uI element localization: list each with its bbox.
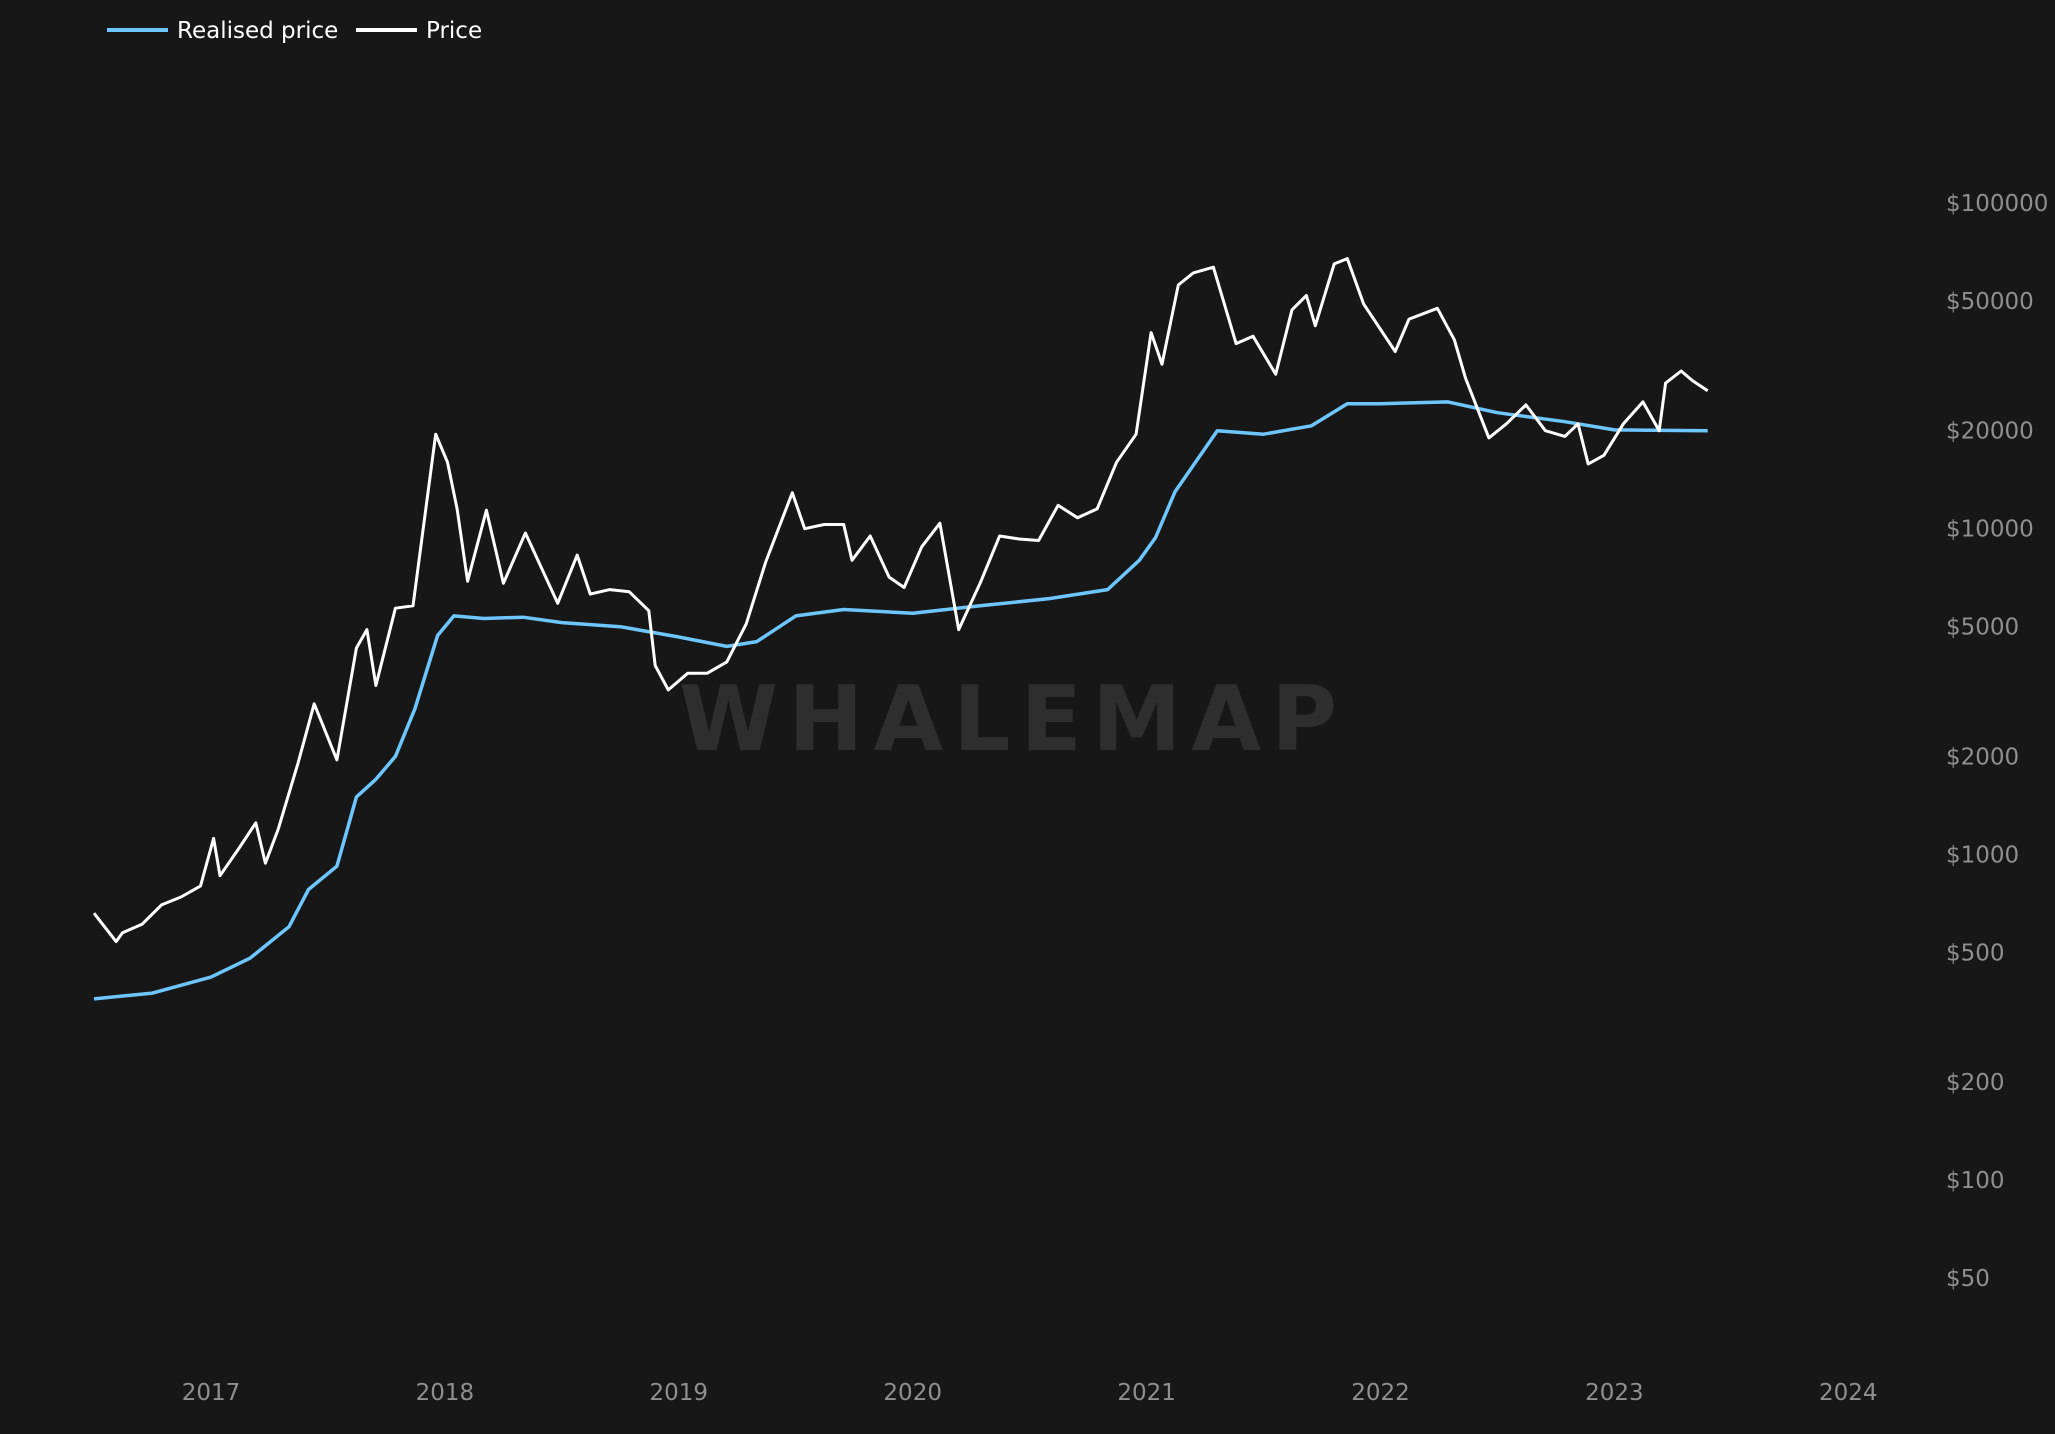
y-tick-label: $500: [1946, 940, 2005, 966]
x-tick-label: 2024: [1819, 1380, 1878, 1406]
y-tick-label: $10000: [1946, 517, 2034, 543]
x-tick-label: 2023: [1585, 1380, 1644, 1406]
series-lines: [92, 257, 1709, 1001]
x-tick-label: 2021: [1117, 1380, 1176, 1406]
x-tick-label: 2022: [1351, 1380, 1410, 1406]
x-tick-label: 2018: [416, 1380, 475, 1406]
y-tick-label: $20000: [1946, 419, 2034, 445]
y-axis-ticks: $100000 $50000 $20000 $10000 $5000 $2000 $1000…: [1946, 191, 2048, 1292]
y-tick-label: $100000: [1946, 191, 2048, 217]
series-line-realised-price: [93, 400, 1708, 1001]
y-tick-label: $200: [1946, 1070, 2005, 1096]
x-axis-ticks: 2017 2018 2019 2020 2021 2022 2023 2024: [182, 1380, 1878, 1406]
y-tick-label: $5000: [1946, 615, 2019, 641]
x-tick-label: 2017: [182, 1380, 241, 1406]
y-tick-label: $50: [1946, 1266, 1990, 1292]
legend-label-realised-price[interactable]: Realised price: [177, 18, 338, 44]
y-tick-label: $100: [1946, 1168, 2005, 1194]
series-line-price: [92, 257, 1709, 944]
y-tick-label: $50000: [1946, 289, 2034, 315]
legend: Realised price Price: [107, 18, 482, 44]
y-tick-label: $1000: [1946, 842, 2019, 868]
y-tick-label: $2000: [1946, 744, 2019, 770]
x-tick-label: 2019: [650, 1380, 709, 1406]
legend-label-price[interactable]: Price: [426, 18, 482, 44]
whalemap-watermark: WHALEMAP: [679, 667, 1347, 772]
x-tick-label: 2020: [883, 1380, 942, 1406]
